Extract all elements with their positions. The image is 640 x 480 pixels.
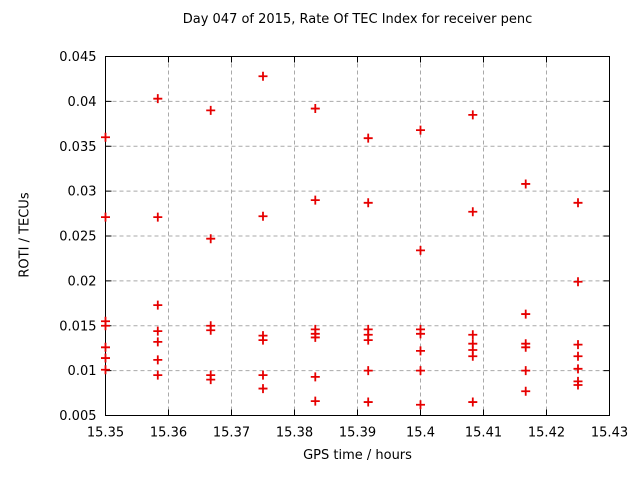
y-tick-label: 0.03 [68, 185, 97, 200]
data-point [468, 330, 478, 340]
data-point [258, 71, 268, 81]
data-point [153, 337, 163, 347]
data-point [310, 104, 320, 114]
y-axis-label: ROTI / TECUs [17, 192, 33, 278]
data-point [258, 384, 268, 394]
data-point [153, 300, 163, 310]
data-point [258, 211, 268, 221]
y-tick-label: 0.01 [68, 364, 97, 379]
data-point [101, 353, 110, 363]
data-point [521, 342, 531, 352]
data-point [573, 340, 583, 350]
data-point [416, 125, 425, 135]
data-point [153, 94, 163, 104]
data-point [153, 326, 163, 336]
data-point [521, 366, 531, 376]
data-point [521, 309, 531, 319]
data-point [573, 364, 583, 374]
x-tick-label: 15.4 [406, 426, 435, 441]
data-point [363, 397, 373, 407]
y-tick-label: 0.04 [68, 95, 97, 110]
data-point [468, 351, 478, 361]
data-point [416, 366, 425, 376]
data-point [258, 370, 268, 380]
data-point [206, 105, 216, 115]
data-point [416, 400, 425, 410]
data-point [101, 212, 110, 222]
y-tick-label: 0.035 [59, 140, 96, 155]
data-point [206, 325, 216, 335]
data-point [416, 245, 425, 255]
data-point [206, 375, 216, 385]
data-point [573, 351, 583, 361]
data-point [521, 179, 531, 189]
chart-title: Day 047 of 2015, Rate Of TEC Index for r… [182, 12, 533, 27]
data-point [101, 321, 110, 331]
x-tick-label: 15.36 [150, 426, 187, 441]
data-point [310, 332, 320, 342]
y-tick-label: 0.045 [59, 50, 96, 65]
x-axis-label: GPS time / hours [303, 448, 412, 463]
x-tick-label: 15.37 [213, 426, 250, 441]
x-tick-label: 15.39 [339, 426, 376, 441]
x-tick-label: 15.41 [465, 426, 502, 441]
data-point [573, 380, 583, 390]
series-roti [101, 71, 583, 410]
y-tick-label: 0.02 [68, 274, 97, 289]
data-point [468, 110, 478, 120]
x-tick-label: 15.42 [528, 426, 565, 441]
data-point [310, 396, 320, 406]
data-point [310, 195, 320, 205]
y-tick-label: 0.005 [59, 409, 96, 424]
data-point [153, 370, 163, 380]
data-point [363, 133, 373, 143]
data-point [521, 386, 531, 396]
data-point [468, 397, 478, 407]
data-point [363, 198, 373, 208]
data-point [363, 366, 373, 376]
data-point [573, 198, 583, 208]
data-point [310, 372, 320, 382]
data-point [258, 335, 268, 345]
y-tick-label: 0.025 [59, 230, 96, 245]
data-point [153, 355, 163, 365]
data-point [153, 212, 163, 222]
data-point [101, 365, 110, 375]
data-point [573, 277, 583, 287]
data-point [101, 342, 110, 352]
data-point [101, 132, 110, 142]
data-point [363, 335, 373, 345]
x-tick-label: 15.35 [87, 426, 124, 441]
x-tick-label: 15.43 [591, 426, 628, 441]
data-point [206, 234, 216, 244]
x-tick-label: 15.38 [276, 426, 313, 441]
y-tick-label: 0.015 [59, 319, 96, 334]
data-point [468, 207, 478, 217]
data-point [416, 329, 425, 339]
data-point [416, 346, 425, 356]
